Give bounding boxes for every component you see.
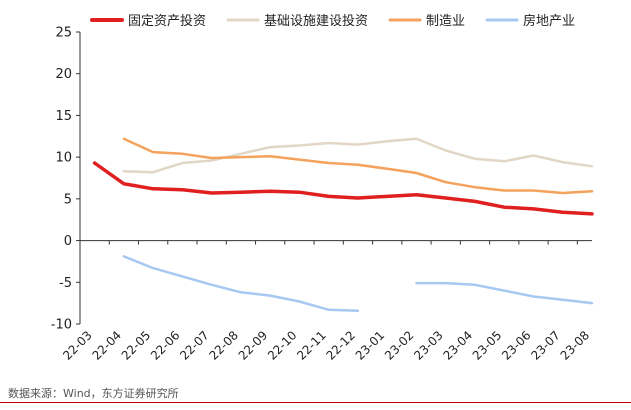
x-tick-label: 22-03	[60, 328, 95, 363]
x-tick-label: 23-04	[441, 328, 476, 363]
x-tick-label: 23-08	[558, 328, 593, 363]
y-axis: -10 -5 0 5 10 15 20 25	[51, 26, 81, 333]
legend-label: 基础设施建设投资	[264, 13, 368, 29]
legend-label: 固定资产投资	[128, 13, 206, 29]
legend-label: 制造业	[426, 14, 465, 29]
series-line-1	[92, 161, 594, 216]
series-line-4	[122, 255, 360, 312]
y-tick-label: -10	[51, 318, 72, 333]
series-line-4	[415, 281, 594, 305]
y-tick-label: 0	[64, 234, 72, 249]
legend-label: 房地产业	[523, 13, 575, 29]
x-tick-label: 23-05	[470, 328, 505, 363]
x-tick-label: 22-06	[148, 328, 183, 363]
y-tick-label: 10	[55, 151, 72, 166]
x-tick-label: 22-10	[265, 328, 300, 363]
y-tick-label: 25	[55, 26, 72, 41]
x-tick-label: 23-01	[353, 328, 388, 363]
x-tick-label: 22-12	[324, 328, 359, 363]
y-tick-label: 15	[55, 109, 72, 124]
x-tick-label: 23-02	[382, 328, 417, 363]
x-tick-label: 22-05	[119, 328, 154, 363]
source-note: 数据来源：Wind，东方证券研究所	[8, 387, 179, 400]
x-tick-label: 22-08	[206, 328, 241, 363]
y-tick-label: 5	[64, 192, 72, 207]
y-tick-label: -5	[59, 276, 72, 291]
x-tick-label: 23-07	[528, 328, 563, 363]
x-tick-label: 22-09	[236, 328, 271, 363]
x-tick-label: 22-11	[294, 328, 329, 363]
x-axis: 22-0322-0422-0522-0622-0722-0822-0922-10…	[60, 240, 593, 363]
series-line-3	[122, 137, 594, 195]
legend: 固定资产投资 基础设施建设投资 制造业 房地产业	[90, 13, 575, 29]
x-tick-label: 23-03	[411, 328, 446, 363]
plot-area	[92, 137, 594, 312]
x-tick-label: 23-06	[499, 328, 534, 363]
x-tick-label: 22-04	[89, 328, 124, 363]
y-tick-label: 20	[55, 67, 72, 82]
x-tick-label: 22-07	[177, 328, 212, 363]
bottom-divider	[0, 402, 631, 403]
series-line-2	[122, 137, 594, 174]
